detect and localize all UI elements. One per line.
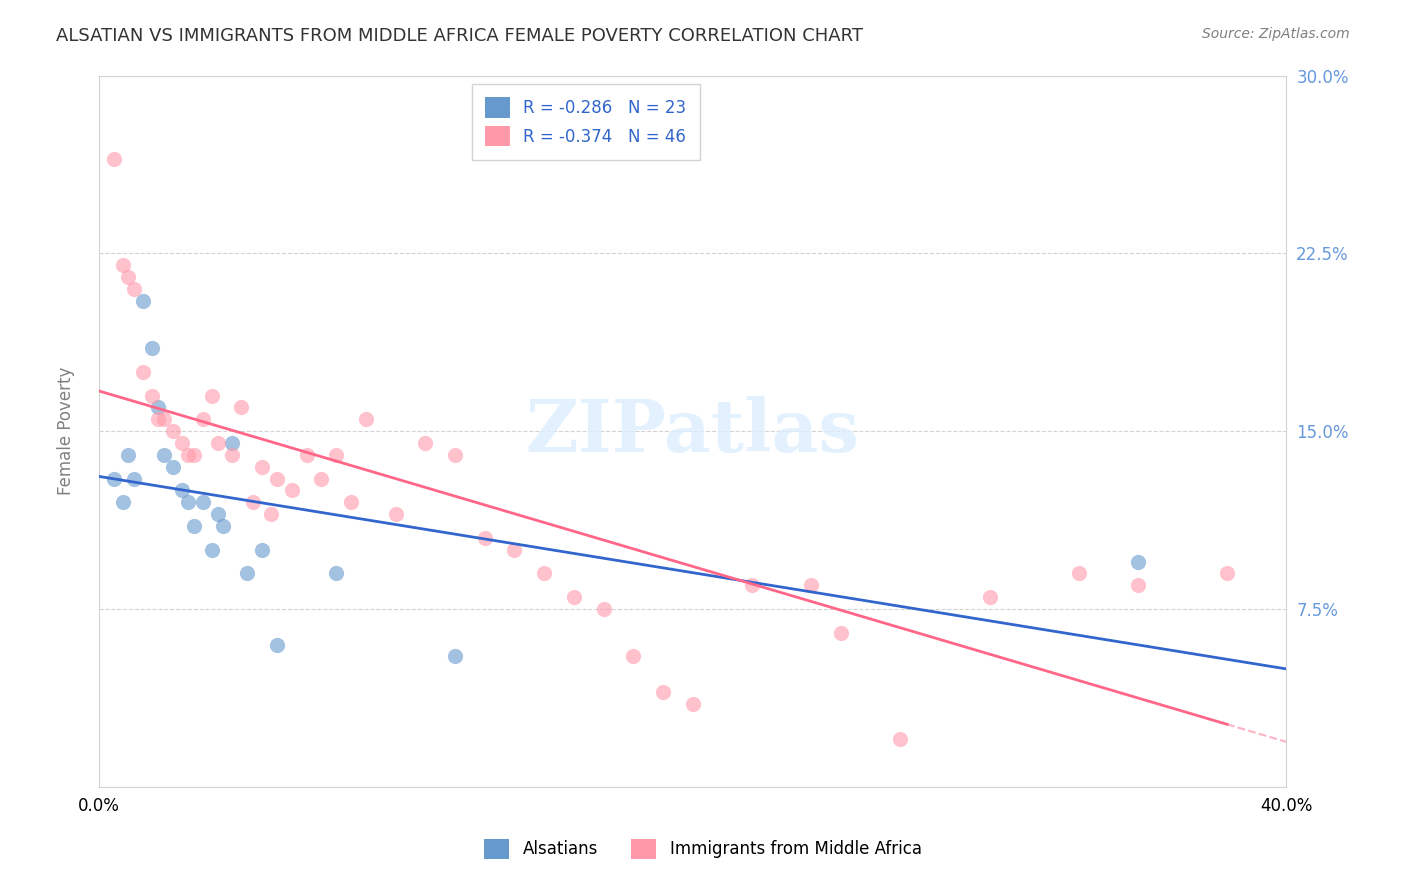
Point — [207, 436, 229, 450]
Point — [111, 495, 134, 509]
Point — [221, 436, 243, 450]
Point — [562, 590, 585, 604]
Point — [682, 697, 704, 711]
Point — [281, 483, 304, 498]
Point — [207, 507, 229, 521]
Point — [117, 270, 139, 285]
Point — [162, 424, 184, 438]
Point — [141, 341, 163, 355]
Point — [212, 519, 235, 533]
Point — [170, 436, 193, 450]
Point — [177, 448, 200, 462]
Point — [266, 638, 288, 652]
Legend: Alsatians, Immigrants from Middle Africa: Alsatians, Immigrants from Middle Africa — [478, 832, 928, 866]
Point — [474, 531, 496, 545]
Point — [1126, 555, 1149, 569]
Point — [621, 649, 644, 664]
Text: ZIPatlas: ZIPatlas — [526, 396, 859, 467]
Point — [191, 495, 214, 509]
Point — [162, 459, 184, 474]
Point — [295, 448, 318, 462]
Point — [201, 542, 224, 557]
Point — [124, 472, 146, 486]
Point — [325, 566, 347, 581]
Point — [266, 472, 288, 486]
Point — [979, 590, 1001, 604]
Point — [117, 448, 139, 462]
Text: ALSATIAN VS IMMIGRANTS FROM MIDDLE AFRICA FEMALE POVERTY CORRELATION CHART: ALSATIAN VS IMMIGRANTS FROM MIDDLE AFRIC… — [56, 27, 863, 45]
Point — [103, 152, 125, 166]
Point — [592, 602, 614, 616]
Point — [250, 459, 273, 474]
Point — [132, 293, 155, 308]
Point — [1216, 566, 1239, 581]
Point — [1126, 578, 1149, 592]
Legend: R = -0.286   N = 23, R = -0.374   N = 46: R = -0.286 N = 23, R = -0.374 N = 46 — [471, 84, 700, 160]
Point — [354, 412, 377, 426]
Point — [311, 472, 333, 486]
Point — [384, 507, 406, 521]
Point — [191, 412, 214, 426]
Point — [177, 495, 200, 509]
Point — [132, 365, 155, 379]
Point — [170, 483, 193, 498]
Point — [201, 389, 224, 403]
Point — [800, 578, 823, 592]
Point — [124, 282, 146, 296]
Point — [153, 412, 176, 426]
Point — [415, 436, 437, 450]
Point — [830, 625, 852, 640]
Point — [148, 412, 170, 426]
Point — [444, 448, 467, 462]
Point — [183, 448, 205, 462]
Point — [260, 507, 283, 521]
Y-axis label: Female Poverty: Female Poverty — [58, 367, 75, 495]
Point — [103, 472, 125, 486]
Point — [503, 542, 526, 557]
Point — [533, 566, 555, 581]
Point — [1067, 566, 1090, 581]
Point — [242, 495, 264, 509]
Point — [153, 448, 176, 462]
Point — [340, 495, 363, 509]
Point — [148, 401, 170, 415]
Point — [221, 448, 243, 462]
Point — [231, 401, 253, 415]
Point — [141, 389, 163, 403]
Point — [250, 542, 273, 557]
Point — [652, 685, 675, 699]
Point — [236, 566, 259, 581]
Point — [111, 258, 134, 272]
Text: Source: ZipAtlas.com: Source: ZipAtlas.com — [1202, 27, 1350, 41]
Point — [444, 649, 467, 664]
Point — [325, 448, 347, 462]
Point — [889, 732, 911, 747]
Point — [741, 578, 763, 592]
Point — [183, 519, 205, 533]
